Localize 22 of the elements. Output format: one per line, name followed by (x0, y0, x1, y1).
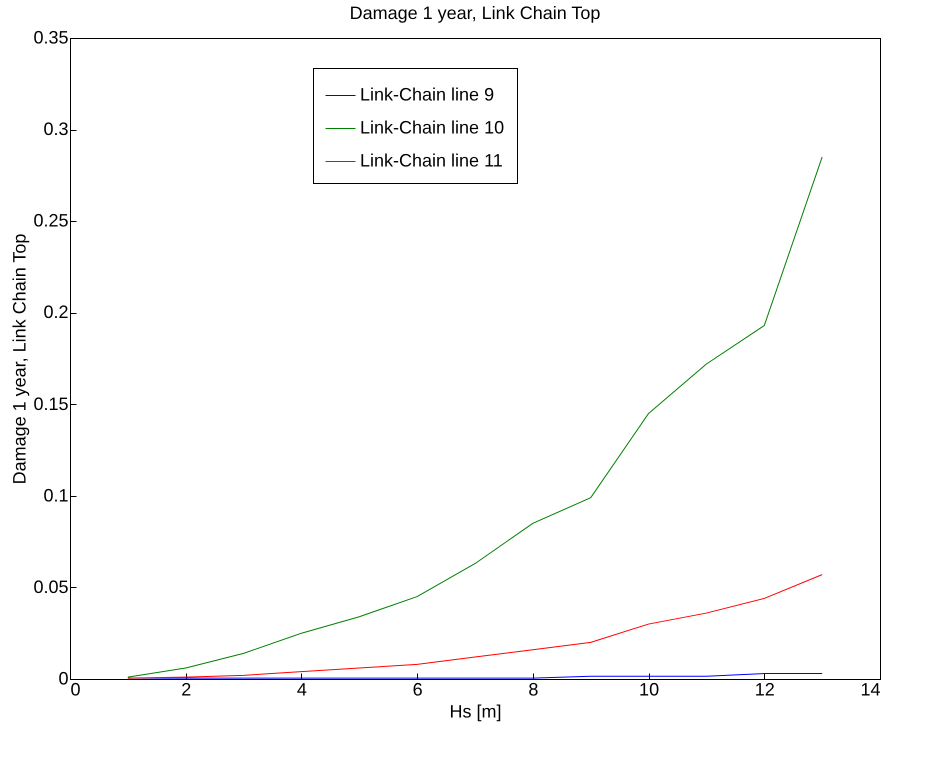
legend-label: Link-Chain line 11 (360, 150, 503, 170)
x-tick-label: 14 (860, 680, 880, 700)
y-tick-label: 0.1 (43, 485, 68, 506)
y-axis-title: Damage 1 year, Link Chain Top (9, 234, 30, 484)
x-tick-label: 12 (754, 680, 775, 700)
x-tick-label: 4 (296, 680, 307, 700)
chart-title: Damage 1 year, Link Chain Top (350, 3, 600, 23)
x-axis-title: Hs [m] (450, 702, 502, 722)
line-series (127, 574, 823, 679)
y-tick-label: 0.3 (43, 119, 68, 140)
y-tick-label: 0.2 (43, 302, 68, 322)
y-tick-label: 0.15 (33, 394, 68, 414)
y-tick-label: 0.35 (33, 28, 68, 48)
legend-label: Link-Chain line 9 (360, 84, 494, 104)
x-tick-label: 10 (639, 680, 660, 700)
legend-label: Link-Chain line 10 (360, 118, 504, 138)
x-tick-label: 2 (181, 680, 192, 700)
x-tick-label: 0 (70, 680, 81, 700)
x-tick-label: 8 (528, 680, 538, 700)
y-tick-label: 0.25 (33, 210, 68, 231)
x-tick-label: 6 (412, 680, 423, 700)
y-tick-label: 0.05 (33, 576, 68, 597)
